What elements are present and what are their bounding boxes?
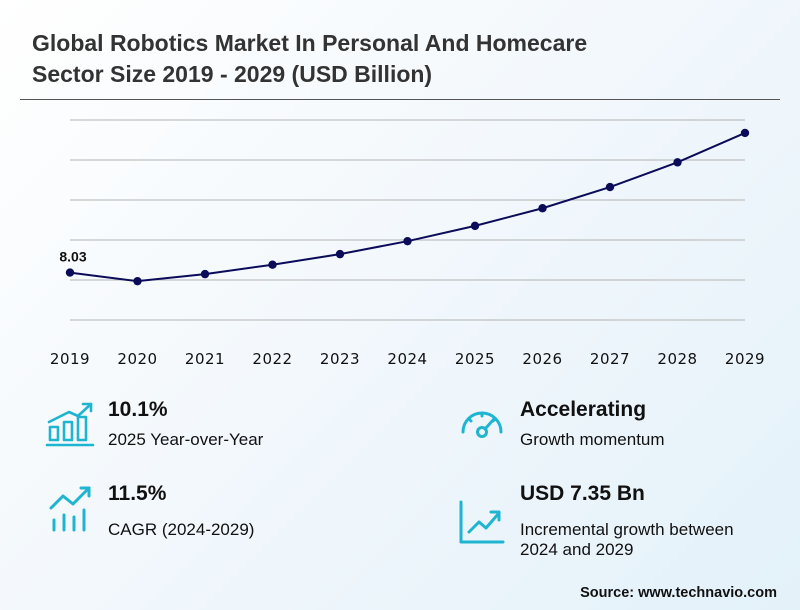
x-tick-label: 2022 xyxy=(252,350,292,368)
stat-value: 11.5% xyxy=(108,482,167,505)
x-axis-tick-labels: 2019 2020 2021 2022 2023 2024 2025 2026 2027 2028… xyxy=(50,350,765,368)
stat-description: Growth momentum xyxy=(520,430,665,449)
trend-bars-icon xyxy=(49,486,91,532)
data-point xyxy=(268,260,277,269)
data-point xyxy=(673,158,682,167)
stat-description: 2025 Year-over-Year xyxy=(108,430,264,449)
series-line xyxy=(69,132,746,283)
line-chart-up-icon xyxy=(459,500,505,544)
data-point xyxy=(65,268,75,277)
x-tick-label: 2019 xyxy=(50,350,90,368)
x-tick-label: 2027 xyxy=(590,350,630,368)
x-tick-label: 2024 xyxy=(387,350,427,368)
stat-description: Incremental growth between 2024 and 2029 xyxy=(520,520,734,559)
source-credit: Source: www.technavio.com xyxy=(580,585,777,601)
stat-description: CAGR (2024-2029) xyxy=(108,520,255,539)
data-label: 8.03 xyxy=(59,249,86,265)
stat-value: 10.1% xyxy=(108,398,168,421)
data-point xyxy=(538,204,547,213)
data-point xyxy=(133,276,142,286)
x-tick-label: 2029 xyxy=(725,350,765,368)
speedometer-icon xyxy=(461,411,503,438)
data-point xyxy=(403,236,412,246)
x-tick-label: 2026 xyxy=(522,350,562,368)
gridlines xyxy=(70,119,745,321)
x-tick-label: 2021 xyxy=(185,350,225,368)
x-tick-label: 2028 xyxy=(657,350,697,368)
x-tick-label: 2025 xyxy=(455,350,495,368)
data-point xyxy=(470,221,480,231)
title-divider xyxy=(20,99,780,100)
line-chart: 8.03 2019 2020 2021 2022 2023 2024 2025 2026 202… xyxy=(50,119,765,368)
data-point xyxy=(335,249,345,259)
series-line-layer xyxy=(69,132,746,283)
stat-value: Accelerating xyxy=(520,398,647,421)
x-tick-label: 2023 xyxy=(320,350,360,368)
bar-chart-growth-icon xyxy=(45,402,95,447)
x-tick-label: 2020 xyxy=(117,350,157,368)
data-point xyxy=(605,182,615,192)
data-points xyxy=(65,128,750,286)
data-point xyxy=(200,269,210,279)
stat-value: USD 7.35 Bn xyxy=(520,482,645,505)
chart-title: Global Robotics Market In Personal And H… xyxy=(32,30,588,87)
data-point xyxy=(740,128,750,138)
data-labels: 8.03 xyxy=(59,249,86,265)
